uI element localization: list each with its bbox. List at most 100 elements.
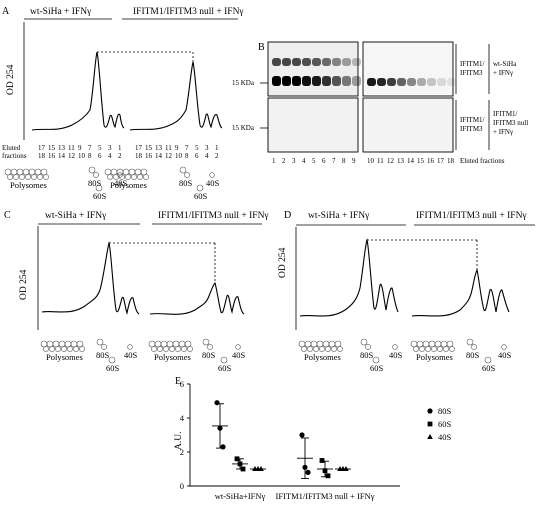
blot-band — [302, 76, 311, 86]
polysome-icon — [55, 346, 61, 352]
ribosome-60s-icon — [108, 356, 116, 364]
fraction-number-top: 3 — [205, 144, 209, 152]
panel-c-group1: wt-SiHa + IFNγ — [45, 211, 106, 221]
polysome-icon — [125, 174, 131, 180]
blot-row2-left — [267, 97, 359, 153]
fraction-number-bottom: 4 — [205, 152, 209, 160]
panel-a-group1: wt-SiHa + IFNγ — [30, 7, 91, 17]
fraction-number-bottom: 6 — [195, 152, 199, 160]
x-category-label: IFITM1/IFITM3 null + IFNγ — [276, 491, 375, 501]
fraction-number-top: 15 — [145, 144, 153, 152]
polysome-icon — [419, 346, 425, 352]
s60-label: 60S — [194, 191, 208, 201]
point-80s — [302, 464, 308, 470]
lane-number: 3 — [292, 157, 296, 165]
ribosome-40s-icon — [235, 344, 241, 350]
fraction-number-bottom: 2 — [215, 152, 219, 160]
point-60s — [240, 466, 246, 472]
polysome-icon — [313, 346, 319, 352]
polysome-icon — [110, 168, 118, 176]
blot-band — [332, 76, 341, 86]
blot-lanes-suffix: Eluted fractions — [460, 157, 505, 165]
ribosome-80s-icon — [466, 338, 474, 346]
ribosome-60s-icon — [196, 184, 204, 192]
fraction-number-top: 7 — [185, 144, 189, 152]
panel-a-trace1 — [31, 51, 125, 131]
point-60s — [234, 456, 240, 462]
blot-row2-cond3: + IFNγ — [493, 128, 513, 136]
blot-band — [342, 58, 351, 66]
ribosome-80s-icon — [101, 344, 107, 350]
panel-d-label: D — [284, 210, 291, 221]
polysome-icon — [4, 168, 12, 176]
polysome-icon — [10, 168, 18, 176]
polysome-icon — [148, 340, 156, 348]
blot-row2-right — [362, 97, 454, 153]
polysome-icon — [310, 340, 318, 348]
polysome-icon — [52, 340, 60, 348]
panel-d-group1: wt-SiHa + IFNγ — [308, 211, 369, 221]
lane-number: 9 — [352, 157, 356, 165]
panel-a-eluted: Eluted — [2, 144, 21, 152]
polysome-icon — [322, 340, 330, 348]
polysome-icon — [67, 346, 73, 352]
ribosome-60s-icon — [484, 356, 492, 364]
polysome-icon — [46, 340, 54, 348]
fraction-number-top: 5 — [195, 144, 199, 152]
blot-bands — [272, 58, 456, 86]
blot-row1-label2: IFITM3 — [460, 69, 483, 77]
ribosome-80s-icon — [184, 172, 190, 178]
polysome-icon — [134, 168, 142, 176]
blot-band — [312, 76, 321, 86]
s40-label: 40S — [232, 350, 246, 360]
s60-label: 60S — [93, 191, 107, 201]
polysome-icon — [40, 168, 48, 176]
lane-number: 2 — [282, 157, 286, 165]
panel-a-fraction-numbers: 17 15 13 11 9 7 5 3 118 16 14 12 10 8 6 4 217 15 13 11 9 7 5 3 1… — [38, 144, 219, 160]
polysome-icon — [334, 340, 342, 348]
blot-band — [447, 78, 456, 86]
blot-band — [312, 58, 321, 66]
polysome-icon — [187, 346, 193, 352]
ribosome-80s-icon — [360, 338, 368, 346]
fraction-number-bottom: 2 — [118, 152, 122, 160]
polysomes-label: Polysomes — [416, 352, 453, 362]
polysome-icon — [49, 346, 55, 352]
lane-number: 5 — [312, 157, 316, 165]
polysomes-label: Polysomes — [154, 352, 191, 362]
fraction-number-top: 7 — [88, 144, 92, 152]
polysome-icon — [128, 168, 136, 176]
blot-row2-cond2: IFITM3 null — [493, 119, 528, 127]
lane-number: 15 — [417, 157, 425, 165]
blot-band — [322, 76, 331, 86]
panel-e-label: E — [175, 376, 181, 387]
legend-label: 80S — [438, 406, 452, 416]
polysome-icon — [325, 346, 331, 352]
fraction-number-top: 5 — [98, 144, 102, 152]
polysome-icon — [13, 174, 19, 180]
polysome-icon — [169, 346, 175, 352]
polysome-icon — [79, 346, 85, 352]
s60-label: 60S — [106, 363, 120, 373]
s80-label: 80S — [466, 350, 480, 360]
polysome-icon — [163, 346, 169, 352]
point-60s — [322, 468, 328, 474]
blot-row1-right — [362, 41, 454, 97]
polysome-icon — [58, 340, 66, 348]
fraction-number-bottom: 18 — [38, 152, 46, 160]
polysome-icon — [137, 174, 143, 180]
polysome-icon — [16, 168, 24, 176]
ribosome-80s-icon — [202, 338, 210, 346]
blot-row2-label1: IFITM1/ — [460, 116, 485, 124]
fraction-number-bottom: 16 — [145, 152, 153, 160]
blot-row1-label1: IFITM1/ — [460, 60, 485, 68]
fraction-number-top: 9 — [78, 144, 82, 152]
panel-c-trace2 — [149, 281, 245, 315]
panel-e-ylabel: A.U. — [174, 432, 184, 450]
ribosome-40s-icon — [127, 344, 133, 350]
polysome-icon — [410, 340, 418, 348]
polysome-icon — [37, 174, 43, 180]
polysome-icon — [328, 340, 336, 348]
ribosome-60s-icon — [95, 184, 103, 192]
